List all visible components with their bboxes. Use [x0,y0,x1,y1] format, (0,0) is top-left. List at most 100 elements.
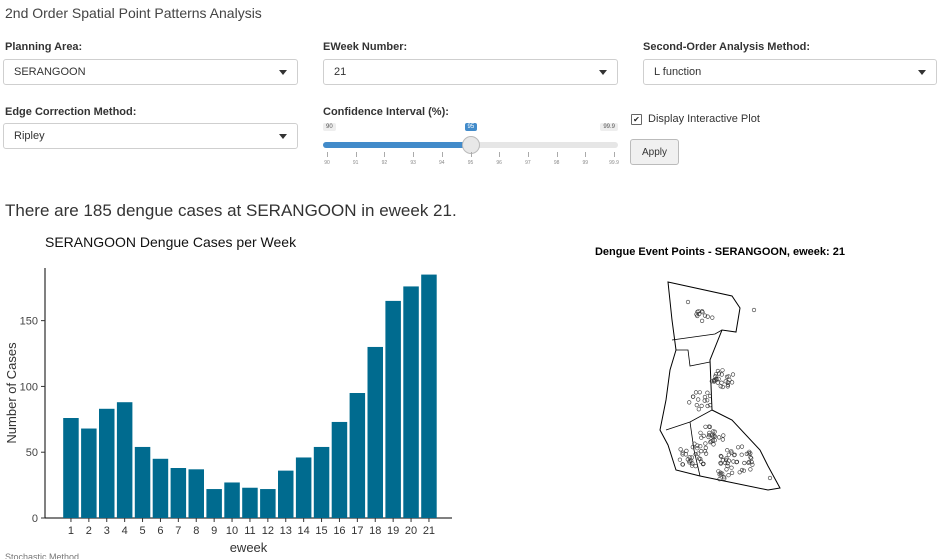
x-tick-label: 16 [333,525,345,537]
event-point [726,374,731,379]
bar [242,487,258,518]
y-axis-label: Number of Cases [4,342,19,444]
x-tick-label: 3 [104,525,110,537]
bar [367,346,383,518]
slider-tick-label: 94 [439,160,445,166]
event-point [730,372,736,377]
planning-area-select[interactable]: SERANGOON [3,59,298,85]
event-point [718,470,723,475]
y-tick-label: 0 [32,513,38,525]
event-point [726,452,731,457]
event-point [742,460,747,466]
bar [385,300,401,518]
event-point [710,315,715,320]
event-point [744,451,749,456]
method-select[interactable]: L function [643,59,937,85]
event-point [729,380,735,385]
bar [313,446,330,518]
slider-tick-label: 95 [467,160,474,166]
event-point [703,441,708,446]
event-point [746,460,751,465]
event-point [698,430,703,435]
event-point [705,314,710,319]
x-tick-label: 9 [211,525,217,537]
event-point [719,454,724,459]
event-point [729,465,734,470]
event-point [739,444,745,449]
event-point [723,457,729,462]
x-tick-label: 17 [351,525,363,537]
bar [134,446,151,518]
event-point [678,447,683,452]
event-point [735,445,741,450]
event-point [732,452,737,457]
event-point [690,445,695,450]
interactive-plot-checkbox[interactable]: ✔ [631,113,642,125]
map-title: Dengue Event Points - SERANGOON, eweek: … [594,246,845,258]
apply-button[interactable]: Apply [630,139,679,165]
x-tick-label: 2 [86,525,92,537]
event-point [748,455,753,460]
slider-tick [355,152,357,157]
event-point [680,450,685,455]
event-point [689,463,695,468]
event-point [717,477,722,482]
slider-tick [556,152,558,157]
event-point [720,368,725,373]
x-tick-label: 13 [280,525,292,537]
event-point [719,380,724,385]
slider-tick [441,152,443,157]
confidence-slider[interactable]: 90 99.9 95 90 91 92 93 94 95 96 97 98 99 99.9 [323,123,619,171]
event-point [726,473,731,478]
slider-tick-label: 99 [582,160,589,166]
eweek-value: 21 [334,66,347,78]
event-point [707,430,712,435]
event-point [705,398,710,403]
slider-tick [470,152,472,157]
event-point [725,384,730,389]
event-point [702,398,707,403]
slider-tick-label: 92 [381,160,388,166]
bar [224,482,240,518]
event-point [734,460,739,465]
event-point [694,403,699,408]
event-point [677,457,683,462]
slider-tick [327,152,328,157]
bar [152,458,169,518]
event-point [729,450,734,455]
event-point [737,470,742,475]
slider-tick [499,152,501,157]
eweek-select[interactable]: 21 [323,59,618,85]
event-point [732,453,737,458]
x-tick-label: 14 [298,525,310,537]
event-point [696,397,701,402]
event-point [712,377,717,382]
confidence-label: Confidence Interval (%): [323,106,449,118]
event-point [749,456,754,461]
bar [188,469,204,518]
slider-tick-label: 96 [496,160,502,166]
event-point [720,384,725,390]
event-point [741,468,746,473]
event-point [739,452,744,457]
event-point [705,390,710,395]
event-point [719,372,724,377]
edge-correction-select[interactable]: Ripley [3,123,298,149]
event-point [698,459,704,464]
event-point [721,475,727,480]
x-tick-label: 5 [139,525,145,537]
subzone-boundary [676,349,711,367]
event-point [722,460,728,465]
event-point [703,424,708,429]
event-point [698,444,703,449]
bar [206,489,222,518]
event-point [707,403,713,408]
slider-tick [384,152,386,157]
edge-correction-value: Ripley [14,130,45,142]
event-point [746,451,751,456]
interactive-plot-label: Display Interactive Plot [648,113,760,125]
interactive-plot-option[interactable]: ✔ Display Interactive Plot [631,113,760,125]
x-tick-label: 4 [122,525,128,537]
slider-tick [585,152,587,157]
event-point [707,424,712,429]
